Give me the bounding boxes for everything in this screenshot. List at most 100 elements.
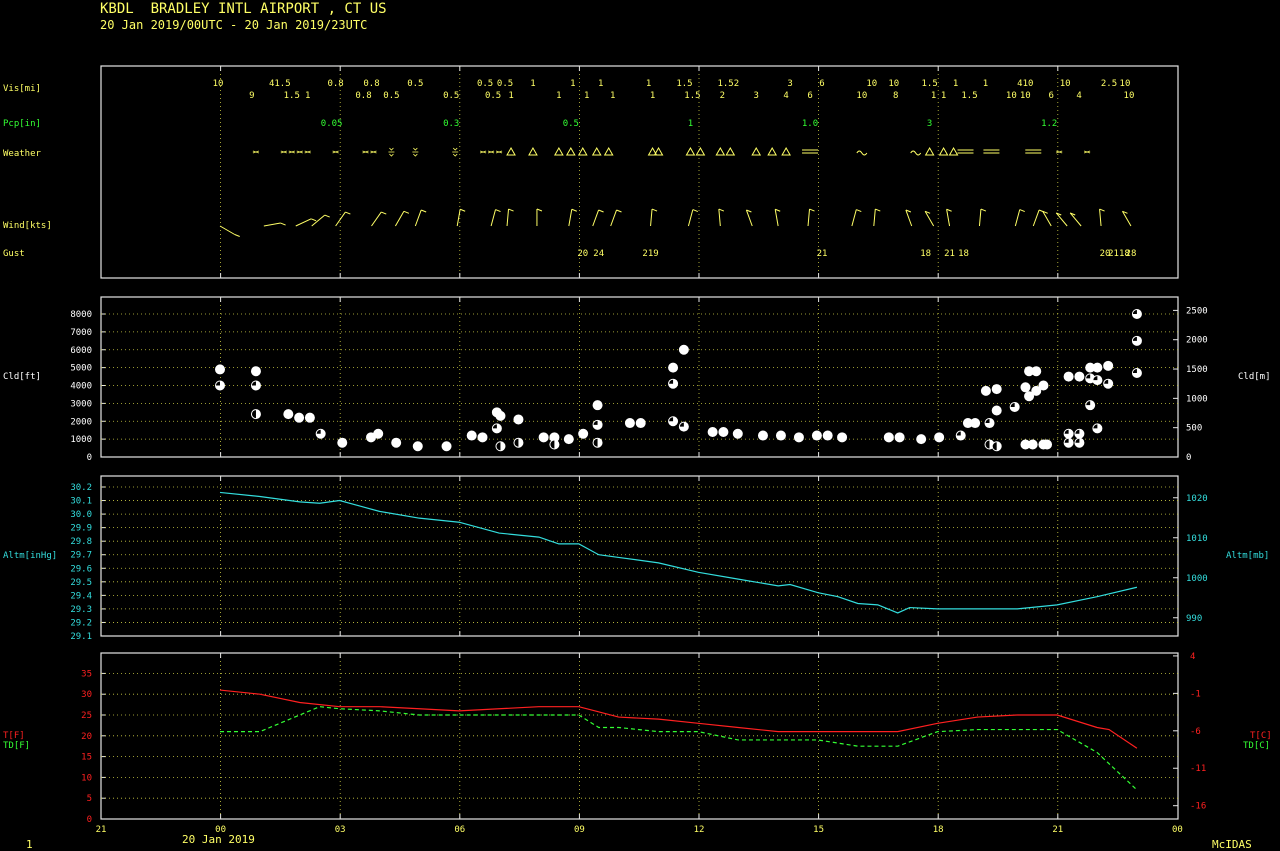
y-tick-label: 4000 [70, 382, 92, 392]
cloud-marker-fill [513, 414, 523, 424]
x-tick-label: 06 [454, 825, 465, 835]
precip-value: 1 [688, 119, 693, 129]
ice-pellet-symbol [554, 146, 564, 156]
y-tick-label: 30.2 [70, 483, 92, 493]
y-tick-label-right: 2500 [1186, 306, 1208, 316]
snow-symbol [495, 150, 503, 154]
y-tick-label: 0 [87, 453, 92, 463]
wind-barb-flag [234, 234, 240, 237]
vis-value: 10 [1124, 91, 1135, 101]
snow-symbol [479, 150, 487, 154]
ice-pellet-symbol [751, 146, 762, 156]
row-label: Weather [3, 149, 42, 159]
cloud-marker-fill [1085, 363, 1095, 373]
wind-barb-flag [616, 209, 622, 213]
cloud-marker-fill [895, 432, 905, 442]
wind-barb [978, 209, 982, 227]
wind-barb [456, 209, 461, 227]
mist-symbol [910, 150, 922, 156]
cloud-marker-fill [1092, 363, 1102, 373]
snow-symbol [304, 150, 311, 154]
ice-pellet-symbol [938, 146, 949, 156]
wind-barb-flag [459, 208, 466, 212]
vis-value: 6 [1049, 91, 1054, 101]
wind-barb [335, 211, 346, 227]
y-axis-label: Cld[ft] [3, 372, 41, 382]
wind-barb [1055, 212, 1068, 227]
cloud-marker-fill [366, 432, 376, 442]
vis-value: 0.5 [443, 91, 459, 101]
wind-barb [650, 209, 653, 227]
mcidas-brand: McIDAS [1212, 838, 1252, 851]
vis-value: 410 [1017, 79, 1033, 89]
cloud-marker-fill [1074, 438, 1084, 448]
y-tick-label: 29.4 [70, 591, 92, 601]
wind-barb [263, 222, 281, 227]
cloud-marker-fill [1103, 379, 1113, 389]
panel-frame [100, 652, 1179, 820]
vis-value: 0.8 [327, 79, 343, 89]
x-tick-label: 21 [1052, 825, 1063, 835]
wind-barb-flag [1019, 209, 1025, 213]
ice-pellet-symbol [653, 146, 664, 156]
vis-value: 10 [1020, 91, 1031, 101]
cloud-marker-fill [554, 439, 559, 449]
vis-value: 8 [893, 91, 898, 101]
vis-value: 1 [646, 79, 651, 89]
gust-value: 24 [593, 249, 604, 259]
cloud-marker-fill [884, 432, 894, 442]
cloud-marker-fill [1024, 391, 1034, 401]
wind-barb [1069, 212, 1082, 227]
wind-barb-flag [980, 208, 987, 212]
y-tick-label-right: 1010 [1186, 534, 1208, 544]
row-label: Gust [3, 249, 25, 259]
cloud-marker-fill [985, 418, 995, 428]
cloud-marker-fill [255, 409, 261, 419]
y-axis-label-right: Cld[m] [1238, 372, 1271, 382]
row-label: Pcp[in] [3, 119, 41, 129]
y-axis-label-t-right: T[C] [1250, 731, 1272, 741]
snow-symbol [288, 150, 295, 154]
cloud-marker-fill [992, 406, 1002, 416]
cloud-marker-fill [992, 384, 1002, 394]
snow-shower-symbol [452, 147, 459, 157]
wind-barb-flag [420, 209, 427, 213]
wind-barb [295, 218, 312, 227]
y-tick-label: 15 [81, 753, 92, 763]
vis-value: 6 [807, 91, 812, 101]
mist-symbol [856, 150, 868, 156]
cloud-marker-fill [518, 438, 523, 448]
cloud-marker-fill [679, 422, 689, 432]
vis-value: 10 [856, 91, 867, 101]
y-tick-label: 20 [81, 732, 92, 742]
x-tick-label: 15 [813, 825, 824, 835]
wind-barb-flag [1056, 212, 1062, 216]
y-tick-label: 5 [87, 794, 92, 804]
vis-value: 4 [783, 91, 788, 101]
cloud-marker-fill [1103, 361, 1113, 371]
gust-value: 18 [920, 249, 931, 259]
cloud-marker-fill [413, 441, 423, 451]
wind-barb-flag [508, 208, 514, 212]
x-tick-label: 12 [694, 825, 705, 835]
cloud-marker-fill [467, 431, 477, 441]
cloud-marker-fill [718, 427, 728, 437]
wind-barb [1042, 211, 1052, 227]
snow-symbol [280, 150, 287, 154]
y-tick-label-right: 1020 [1186, 494, 1208, 504]
wind-barb-flag [875, 208, 881, 212]
cloud-marker-fill [500, 441, 505, 451]
cloud-marker-fill [305, 413, 315, 423]
x-tick-label: 03 [335, 825, 346, 835]
temperature-line [219, 689, 1138, 749]
wind-barb-flag [324, 214, 330, 218]
fog-symbol [957, 149, 974, 154]
wind-barb-flag [345, 211, 351, 215]
cloud-marker-fill [794, 432, 804, 442]
wind-barb [219, 225, 235, 235]
precip-value: 1.0 [802, 119, 818, 129]
y-tick-label: 30.1 [70, 497, 92, 507]
cloud-marker-fill [316, 429, 326, 439]
cloud-marker-fill [1064, 372, 1074, 382]
